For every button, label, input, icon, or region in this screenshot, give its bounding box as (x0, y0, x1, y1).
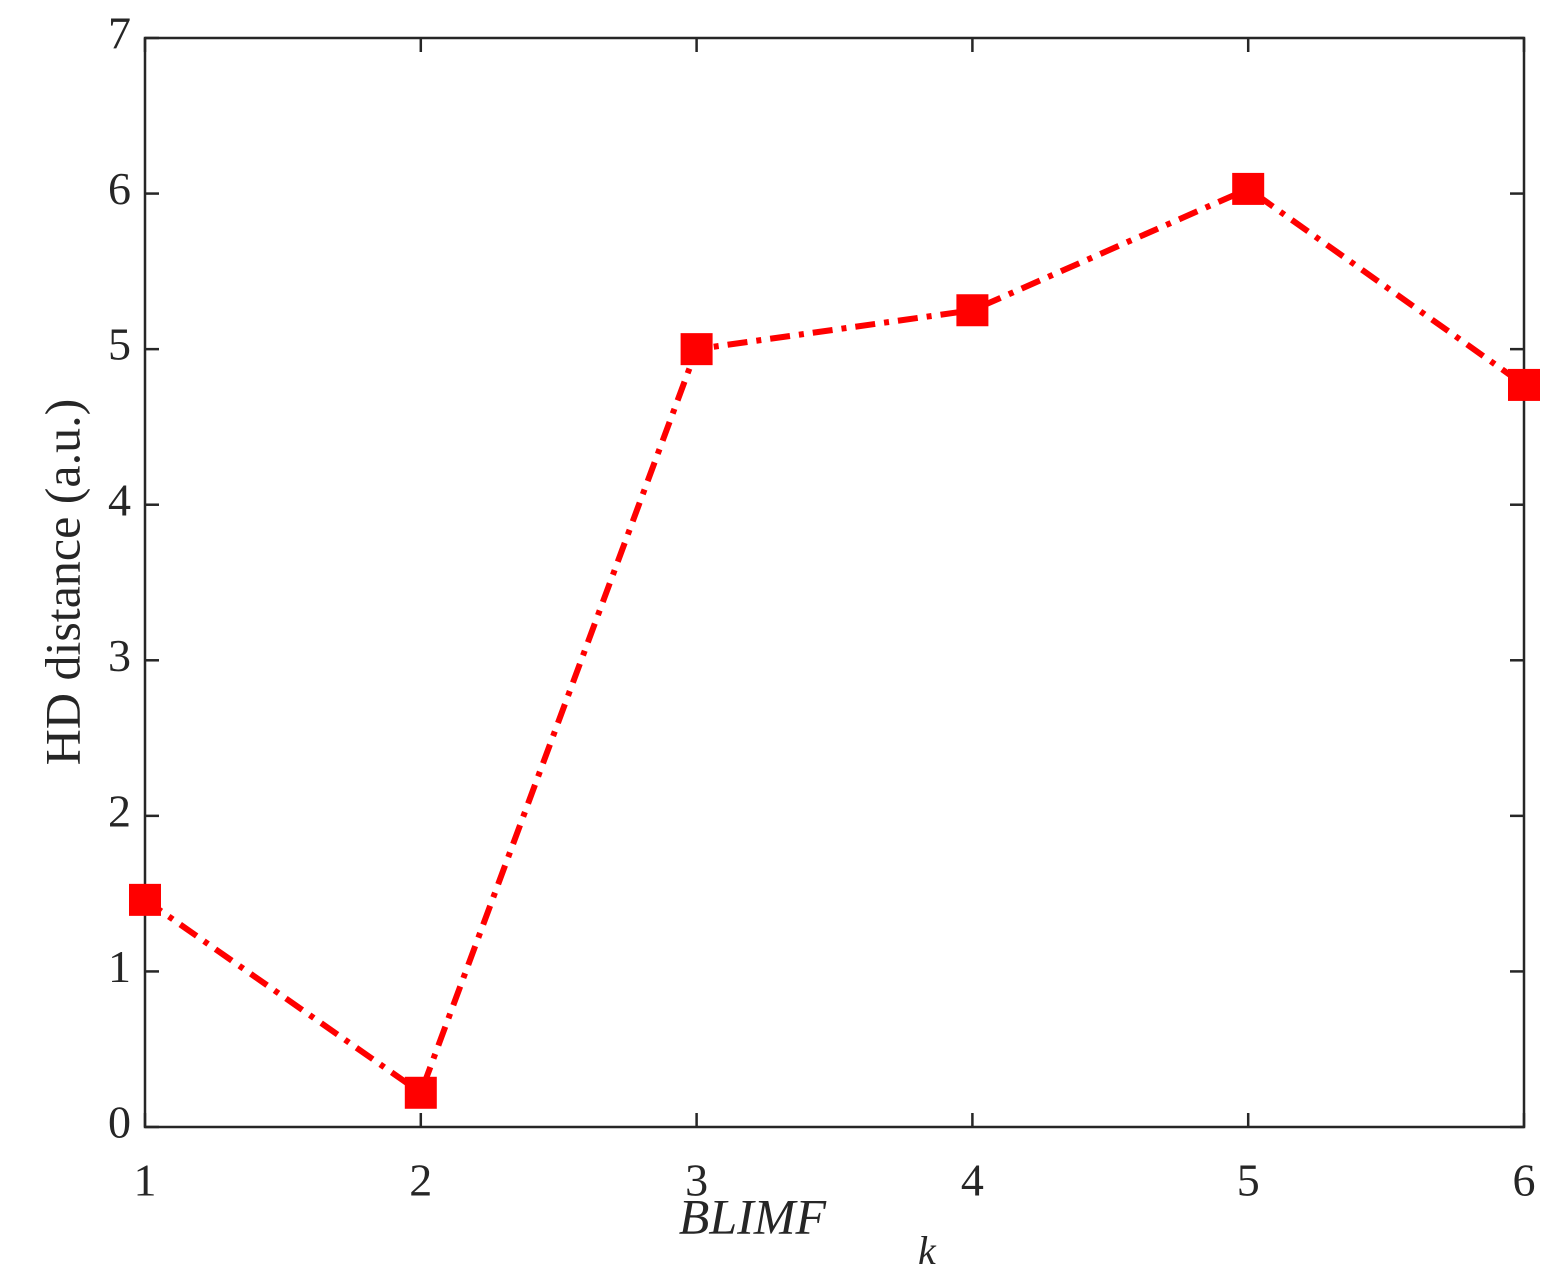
y-tick-label: 0 (108, 1097, 131, 1148)
y-tick-label: 5 (108, 319, 131, 370)
y-tick-label: 1 (108, 941, 131, 992)
marker (404, 1076, 437, 1109)
marker (1508, 368, 1540, 401)
plot-frame (143, 36, 1526, 1129)
y-tick-label: 6 (108, 163, 131, 214)
y-axis-label: HD distance (a.u.) (34, 399, 90, 766)
series-line (143, 185, 1526, 1098)
y-tick-label: 2 (108, 785, 131, 836)
x-tick-label: 5 (1237, 1155, 1260, 1206)
x-tick-label: 6 (1513, 1155, 1536, 1206)
x-axis-label: BLIMF (679, 1188, 827, 1244)
y-tick-label: 3 (108, 630, 131, 681)
y-tick-label: 7 (108, 8, 131, 59)
marker (1232, 172, 1265, 205)
x-tick-label: 2 (409, 1155, 432, 1206)
x-tick-label: 1 (134, 1155, 157, 1206)
marker (680, 333, 713, 366)
marker (129, 883, 161, 916)
y-tick-label: 4 (108, 474, 131, 525)
x-tick-label: 4 (961, 1155, 984, 1206)
x-axis-label-subscript: k (918, 1228, 937, 1273)
marker (956, 294, 989, 327)
x-tick-label: 3 (685, 1155, 708, 1206)
